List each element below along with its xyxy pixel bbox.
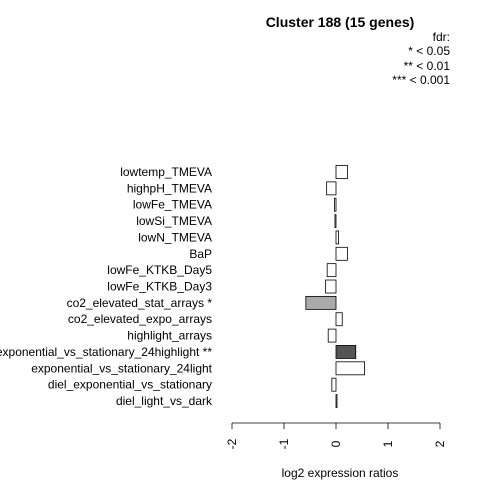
category-label: highlight_arrays bbox=[127, 329, 212, 343]
legend: fdr: * < 0.05 ** < 0.01 *** < 0.001 bbox=[392, 30, 450, 87]
bar bbox=[335, 165, 348, 179]
legend-title: fdr: bbox=[433, 30, 450, 44]
x-tick-label: 2 bbox=[433, 440, 447, 447]
category-label: lowFe_KTKB_Day3 bbox=[107, 280, 212, 294]
x-tick-label: 1 bbox=[381, 440, 395, 447]
category-label: co2_elevated_stat_arrays * bbox=[67, 296, 213, 310]
bar bbox=[335, 246, 348, 261]
legend-entry: * < 0.05 bbox=[408, 44, 450, 58]
bar bbox=[326, 263, 337, 278]
bar bbox=[325, 279, 337, 294]
x-axis-label: log2 expression ratios bbox=[282, 466, 399, 480]
bars-group bbox=[305, 165, 366, 408]
category-label: lowN_TMEVA bbox=[138, 230, 212, 244]
category-label: BaP bbox=[189, 247, 212, 261]
bar bbox=[335, 312, 343, 327]
bar bbox=[334, 197, 337, 212]
category-label: lowtemp_TMEVA bbox=[120, 165, 212, 179]
category-label: exponential_vs_stationary_24highlight ** bbox=[0, 345, 212, 359]
x-tick-label: -2 bbox=[225, 438, 239, 449]
bar bbox=[335, 394, 338, 408]
bar bbox=[327, 328, 337, 343]
x-tick-label: -1 bbox=[277, 438, 291, 449]
x-tick-label: 0 bbox=[329, 440, 343, 447]
category-label: highpH_TMEVA bbox=[127, 181, 212, 195]
bar bbox=[331, 377, 337, 392]
bar bbox=[335, 345, 357, 359]
chart-title: Cluster 188 (15 genes) bbox=[266, 14, 415, 30]
x-axis: -2 -1 0 1 2 bbox=[225, 422, 447, 449]
category-label: lowFe_TMEVA bbox=[133, 198, 212, 212]
category-label: lowSi_TMEVA bbox=[136, 214, 212, 228]
category-label: exponential_vs_stationary_24light bbox=[31, 361, 212, 375]
legend-entry: *** < 0.001 bbox=[392, 73, 450, 87]
legend-entry: ** < 0.01 bbox=[404, 59, 451, 73]
category-labels: lowtemp_TMEVA highpH_TMEVA lowFe_TMEVA lowS… bbox=[0, 165, 213, 408]
bar bbox=[334, 214, 337, 228]
bar bbox=[305, 295, 337, 310]
bar bbox=[335, 230, 339, 245]
category-label: co2_elevated_expo_arrays bbox=[68, 312, 212, 326]
category-label: lowFe_KTKB_Day5 bbox=[107, 263, 212, 277]
bar bbox=[326, 181, 337, 196]
bar bbox=[335, 361, 366, 376]
category-label: diel_exponential_vs_stationary bbox=[48, 378, 212, 392]
category-label: diel_light_vs_dark bbox=[116, 394, 213, 408]
